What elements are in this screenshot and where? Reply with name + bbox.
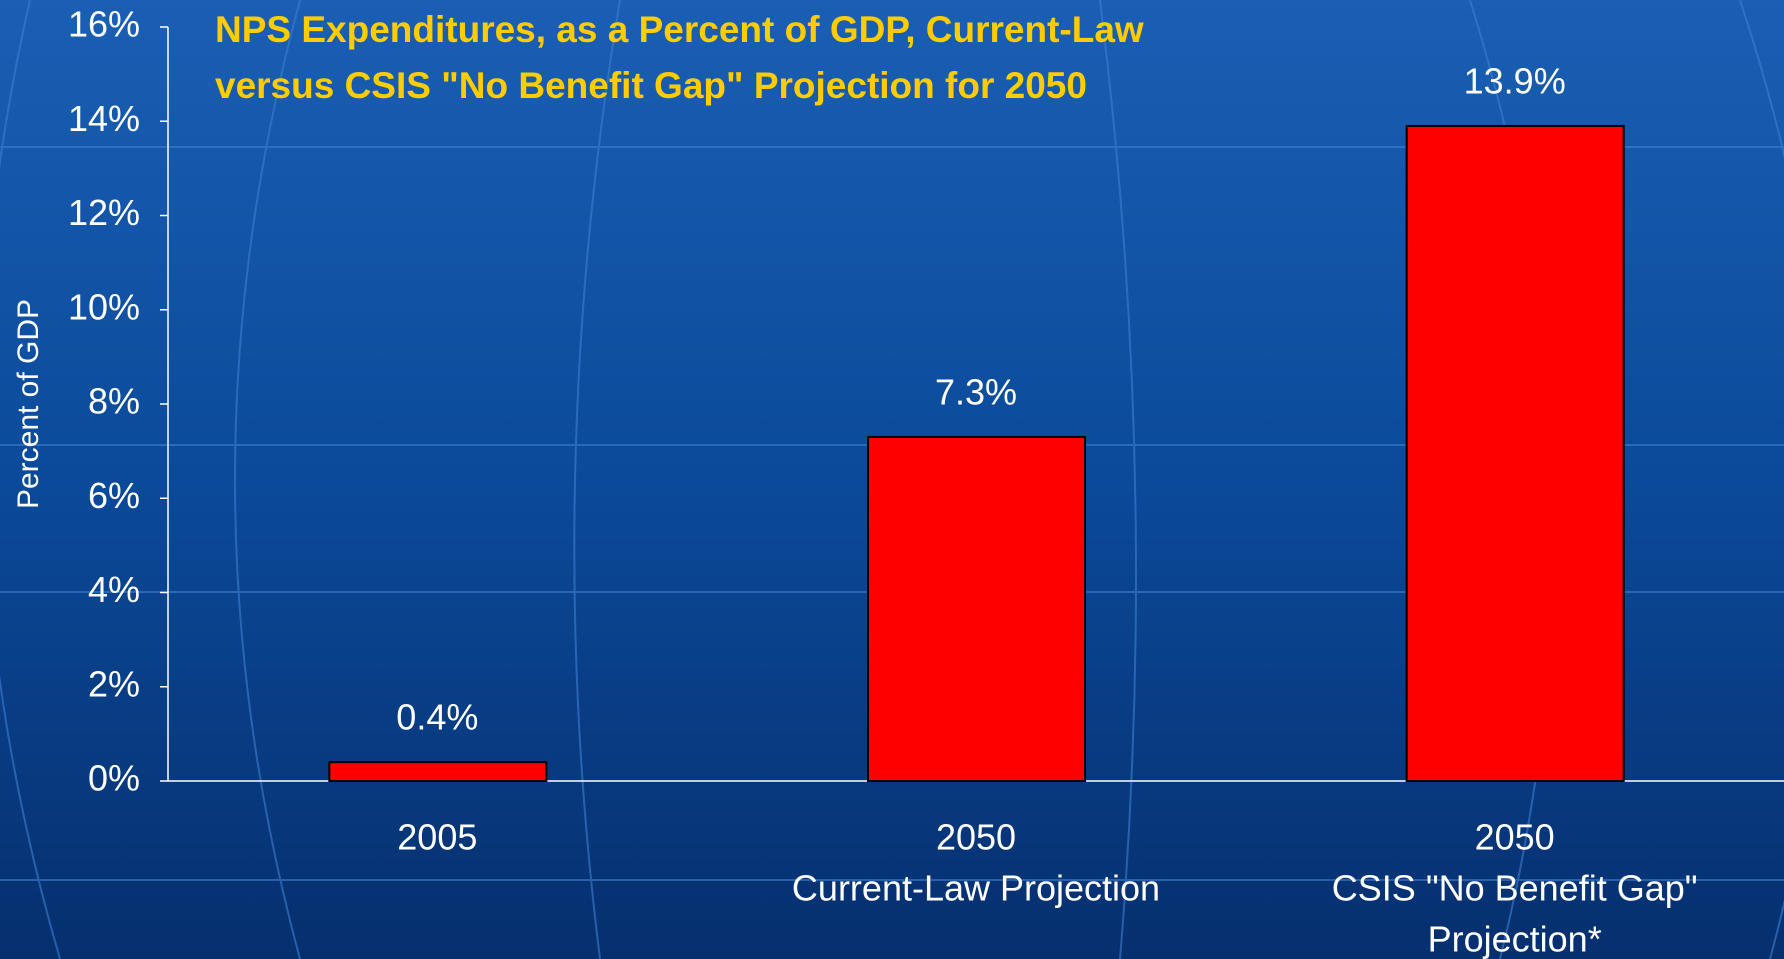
y-axis-label: Percent of GDP	[12, 299, 45, 509]
x-tick-label: CSIS "No Benefit Gap"	[1332, 868, 1698, 909]
y-tick-label: 4%	[88, 569, 140, 610]
y-tick-label: 10%	[68, 286, 140, 327]
x-tick-label: 2005	[397, 817, 477, 858]
bar	[867, 435, 1086, 782]
y-tick-label: 2%	[88, 663, 140, 704]
y-tick-label: 0%	[88, 758, 140, 799]
y-tick-label: 14%	[68, 98, 140, 139]
y-tick-label: 8%	[88, 381, 140, 422]
y-tick-label: 12%	[68, 192, 140, 233]
bar	[1405, 124, 1625, 782]
chart-title: NPS Expenditures, as a Percent of GDP, C…	[215, 9, 1144, 50]
value-label: 7.3%	[935, 372, 1017, 413]
bar	[328, 761, 548, 783]
value-label: 13.9%	[1464, 60, 1566, 101]
x-tick-label: Current-Law Projection	[792, 868, 1160, 909]
chart-title: versus CSIS "No Benefit Gap" Projection …	[215, 65, 1087, 106]
value-label: 0.4%	[396, 697, 478, 738]
y-tick-label: 6%	[88, 475, 140, 516]
x-tick-label: Projection*	[1428, 919, 1602, 959]
x-tick-label: 2050	[936, 817, 1016, 858]
y-tick-label: 16%	[68, 4, 140, 45]
x-tick-label: 2050	[1475, 817, 1555, 858]
